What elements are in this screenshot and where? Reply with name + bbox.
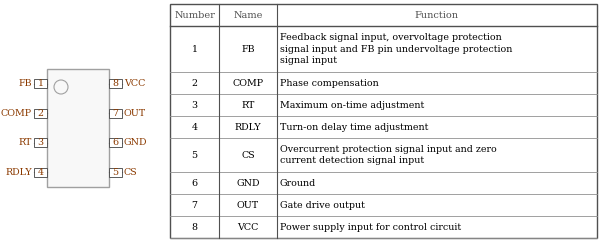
Text: 8: 8 — [112, 79, 118, 88]
Text: 4: 4 — [192, 123, 198, 132]
Text: Name: Name — [233, 10, 263, 20]
Text: Overcurrent protection signal input and zero
current detection signal input: Overcurrent protection signal input and … — [279, 145, 496, 165]
Text: CS: CS — [241, 151, 255, 160]
Text: 6: 6 — [192, 179, 198, 188]
Bar — [109, 109, 122, 118]
Text: Number: Number — [174, 10, 215, 20]
Circle shape — [54, 80, 68, 94]
Text: Turn-on delay time adjustment: Turn-on delay time adjustment — [279, 123, 428, 132]
Text: RDLY: RDLY — [234, 123, 261, 132]
Text: 6: 6 — [112, 138, 118, 147]
Text: Gate drive output: Gate drive output — [279, 201, 365, 210]
Text: 2: 2 — [37, 109, 43, 118]
Text: 1: 1 — [37, 79, 43, 88]
Text: 8: 8 — [192, 223, 198, 232]
Text: CS: CS — [124, 168, 138, 177]
Text: Ground: Ground — [279, 179, 316, 188]
Bar — [34, 168, 47, 177]
Text: GND: GND — [124, 138, 147, 147]
Text: FB: FB — [19, 79, 32, 88]
Text: FB: FB — [241, 45, 255, 54]
Text: COMP: COMP — [1, 109, 32, 118]
Bar — [34, 109, 47, 118]
Text: Feedback signal input, overvoltage protection
signal input and FB pin undervolta: Feedback signal input, overvoltage prote… — [279, 33, 512, 65]
Text: 7: 7 — [192, 201, 198, 210]
Text: Phase compensation: Phase compensation — [279, 79, 379, 88]
Text: Power supply input for control circuit: Power supply input for control circuit — [279, 223, 461, 232]
Text: 4: 4 — [37, 168, 43, 177]
Text: GND: GND — [236, 179, 260, 188]
Bar — [109, 168, 122, 177]
Bar — [47, 69, 109, 187]
Text: VCC: VCC — [124, 79, 145, 88]
Text: Maximum on-time adjustment: Maximum on-time adjustment — [279, 101, 424, 110]
Text: 5: 5 — [192, 151, 198, 160]
Text: RT: RT — [241, 101, 255, 110]
Text: OUT: OUT — [124, 109, 146, 118]
Text: RT: RT — [19, 138, 32, 147]
Bar — [109, 138, 122, 147]
Text: 7: 7 — [112, 109, 118, 118]
Text: 5: 5 — [112, 168, 118, 177]
Text: 3: 3 — [37, 138, 43, 147]
Text: OUT: OUT — [237, 201, 259, 210]
Text: 2: 2 — [192, 79, 198, 88]
Text: 1: 1 — [192, 45, 198, 54]
Bar — [34, 79, 47, 88]
Text: RDLY: RDLY — [5, 168, 32, 177]
Bar — [109, 79, 122, 88]
Bar — [34, 138, 47, 147]
Text: COMP: COMP — [233, 79, 263, 88]
Bar — [170, 4, 597, 238]
Text: Function: Function — [415, 10, 459, 20]
Text: 3: 3 — [192, 101, 198, 110]
Text: VCC: VCC — [237, 223, 258, 232]
